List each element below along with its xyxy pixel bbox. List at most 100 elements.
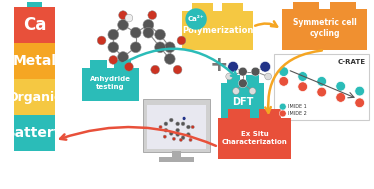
Circle shape	[176, 128, 180, 132]
Circle shape	[191, 125, 194, 129]
Circle shape	[169, 118, 173, 122]
Circle shape	[118, 52, 128, 62]
Circle shape	[260, 61, 270, 72]
Bar	[222, 3, 243, 11]
Bar	[27, 0, 42, 7]
Bar	[227, 75, 240, 83]
Circle shape	[163, 135, 166, 138]
Circle shape	[97, 36, 106, 45]
Text: Ca: Ca	[23, 16, 46, 34]
Circle shape	[164, 128, 168, 132]
Text: IMIDE 1: IMIDE 1	[288, 104, 306, 109]
Bar	[14, 115, 55, 151]
Circle shape	[172, 137, 175, 140]
Circle shape	[317, 77, 327, 86]
Text: Symmetric cell
cycling: Symmetric cell cycling	[293, 18, 356, 38]
Circle shape	[239, 67, 247, 76]
Circle shape	[131, 27, 141, 38]
Bar	[246, 75, 258, 83]
Circle shape	[176, 133, 180, 136]
Circle shape	[187, 125, 190, 129]
Bar	[221, 83, 264, 120]
Bar	[90, 60, 107, 68]
Circle shape	[148, 11, 157, 19]
Circle shape	[317, 87, 327, 97]
Text: Metal: Metal	[12, 54, 56, 68]
Circle shape	[151, 65, 160, 74]
Circle shape	[233, 88, 239, 94]
Bar	[293, 0, 319, 9]
Circle shape	[125, 62, 133, 71]
Circle shape	[279, 67, 289, 77]
Circle shape	[159, 125, 162, 129]
Bar	[172, 151, 181, 158]
Circle shape	[109, 56, 118, 64]
Bar	[192, 3, 213, 11]
Circle shape	[177, 36, 186, 45]
Bar	[330, 0, 356, 9]
Text: C-RATE: C-RATE	[337, 59, 365, 65]
Bar	[14, 43, 55, 79]
Text: IMIDE 2: IMIDE 2	[288, 111, 306, 116]
Circle shape	[181, 122, 185, 126]
Bar	[144, 99, 210, 153]
Bar	[14, 79, 55, 115]
Bar	[147, 105, 206, 149]
Circle shape	[226, 73, 233, 80]
Circle shape	[251, 67, 260, 76]
Text: DFT: DFT	[232, 97, 254, 107]
Bar	[228, 109, 250, 118]
Text: Anhydride
testing: Anhydride testing	[90, 76, 131, 90]
Text: Organic: Organic	[7, 91, 62, 104]
Circle shape	[249, 88, 256, 94]
Bar	[183, 11, 252, 50]
Circle shape	[279, 77, 289, 86]
Circle shape	[336, 81, 346, 91]
Text: +: +	[209, 55, 228, 75]
Circle shape	[187, 133, 190, 136]
Circle shape	[108, 29, 119, 40]
Bar	[282, 9, 368, 50]
Circle shape	[355, 98, 365, 108]
Circle shape	[131, 42, 141, 53]
Bar	[259, 109, 281, 118]
Circle shape	[143, 19, 154, 30]
Circle shape	[336, 93, 346, 102]
Circle shape	[181, 136, 185, 140]
Circle shape	[179, 138, 183, 142]
Bar	[218, 118, 291, 159]
Circle shape	[173, 65, 182, 74]
Circle shape	[155, 42, 165, 53]
Circle shape	[279, 110, 286, 117]
Circle shape	[239, 79, 247, 88]
Circle shape	[125, 14, 133, 22]
Text: Battery: Battery	[5, 126, 64, 140]
Bar	[14, 7, 55, 43]
Circle shape	[165, 54, 175, 64]
Circle shape	[155, 29, 165, 40]
Circle shape	[118, 19, 128, 30]
Circle shape	[279, 103, 286, 110]
Bar	[114, 60, 131, 68]
Circle shape	[298, 82, 307, 92]
Circle shape	[164, 122, 168, 126]
Circle shape	[228, 61, 239, 72]
Circle shape	[165, 42, 175, 53]
Bar	[159, 157, 194, 162]
Circle shape	[265, 73, 272, 80]
Circle shape	[119, 11, 128, 19]
Circle shape	[108, 42, 119, 53]
Bar	[274, 54, 370, 120]
Circle shape	[298, 72, 307, 81]
Text: Ca²⁺: Ca²⁺	[188, 16, 205, 22]
Circle shape	[176, 122, 180, 126]
Text: Polymerization: Polymerization	[182, 26, 253, 35]
Circle shape	[182, 117, 186, 120]
Circle shape	[169, 132, 173, 135]
Circle shape	[186, 8, 207, 30]
Text: Ex Situ
Characterization: Ex Situ Characterization	[222, 131, 287, 145]
Circle shape	[189, 138, 192, 142]
Circle shape	[355, 86, 365, 96]
Bar	[82, 68, 139, 101]
Circle shape	[143, 27, 154, 38]
